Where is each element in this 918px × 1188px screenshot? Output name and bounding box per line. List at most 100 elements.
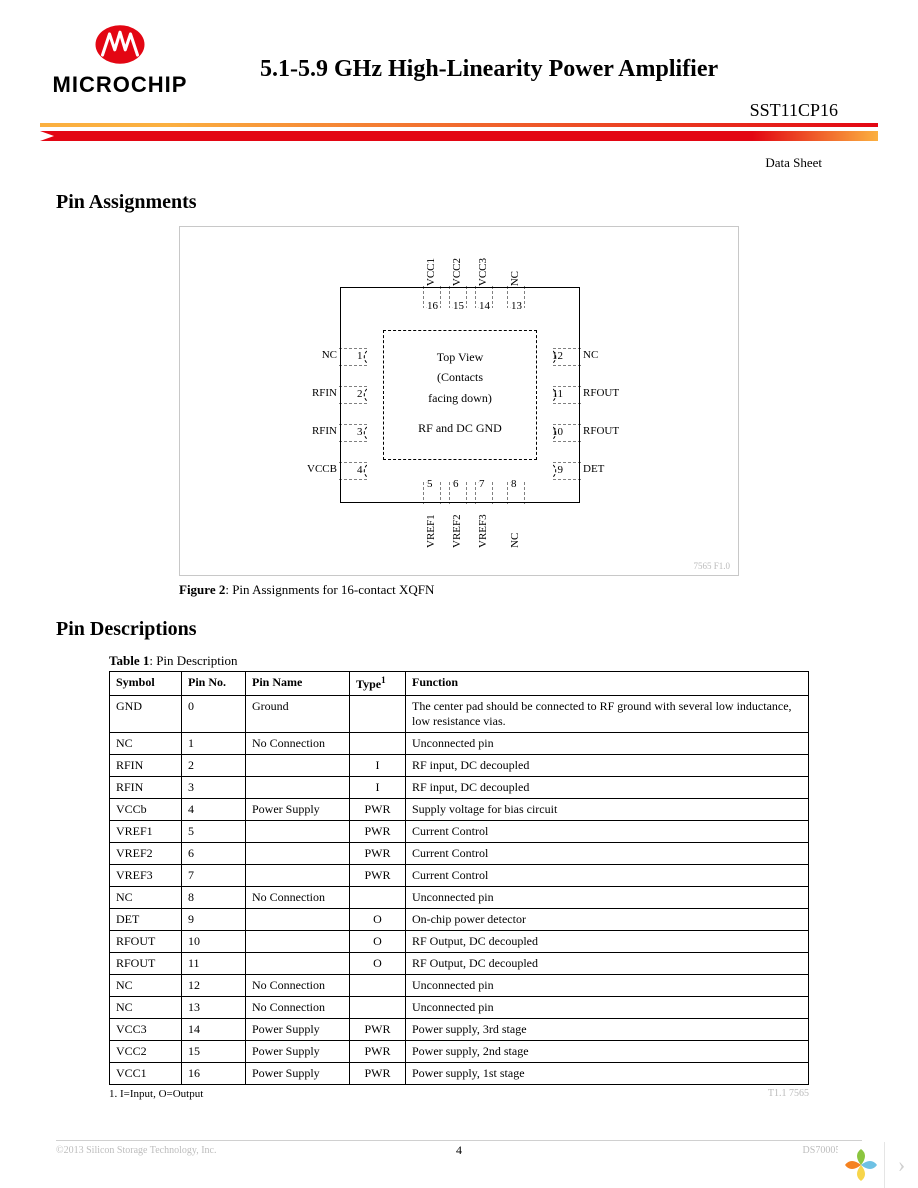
table-cell: DET [110,909,182,931]
section-pin-descriptions: Pin Descriptions Table 1: Pin Descriptio… [0,598,918,1100]
page-footer: ©2013 Silicon Storage Technology, Inc. 4… [0,1140,918,1168]
pin-right-3: 10RFOUT [553,424,581,442]
table-cell: RF Output, DC decoupled [406,931,809,953]
pin-top-2: 15VCC2 [449,286,467,308]
microchip-logo-icon [92,20,148,76]
pin-num: 7 [479,478,485,490]
chip-text-contacts2: facing down) [384,388,536,408]
pin-top-1: 16VCC1 [423,286,441,308]
table-cell [246,777,350,799]
accent-bar-2 [40,131,878,141]
table-cell: PWR [350,865,406,887]
table-cell: VCC3 [110,1019,182,1041]
table-cell: Current Control [406,843,809,865]
table-cell: RFIN [110,777,182,799]
table-row: VCC314Power SupplyPWRPower supply, 3rd s… [110,1019,809,1041]
table-cell: No Connection [246,887,350,909]
chevron-right-icon: › [898,1152,905,1178]
table-cell: 11 [182,953,246,975]
pin-label: RFIN [277,387,337,399]
table-row: VREF26PWRCurrent Control [110,843,809,865]
table-row: NC1No ConnectionUnconnected pin [110,733,809,755]
pin-label: RFOUT [583,425,643,437]
pin-num: 3 [357,426,363,438]
pin-bottom-3: 7VREF3 [475,482,493,504]
viewer-next-button[interactable]: › [884,1142,918,1188]
table-cell: Power Supply [246,1041,350,1063]
accent-bar-1 [40,123,878,127]
table-cell: No Connection [246,733,350,755]
figure-caption-rest: : Pin Assignments for 16-contact XQFN [225,582,434,597]
table-cell: 15 [182,1041,246,1063]
brand-name: MICROCHIP [53,72,188,98]
table-cell [246,821,350,843]
table-cell [350,887,406,909]
table-cell [350,997,406,1019]
doc-title: 5.1-5.9 GHz High-Linearity Power Amplifi… [260,56,718,83]
chip-text-gnd: RF and DC GND [384,418,536,438]
table-cell: No Connection [246,975,350,997]
pin-label: RFIN [277,425,337,437]
table-cell [350,733,406,755]
pin-num: 2 [357,388,363,400]
table-cell: Power Supply [246,1019,350,1041]
table-cell [246,843,350,865]
table-cell: On-chip power detector [406,909,809,931]
table-cell: PWR [350,843,406,865]
chip-text-topview: Top View [384,347,536,367]
table-cell: O [350,953,406,975]
table-cell: 12 [182,975,246,997]
pin-label: NC [277,349,337,361]
pin-bottom-4: 8NC [507,482,525,504]
table-cell: Current Control [406,865,809,887]
table-cell: I [350,755,406,777]
table-row: VREF15PWRCurrent Control [110,821,809,843]
table-cell: Power Supply [246,1063,350,1085]
doc-title-block: 5.1-5.9 GHz High-Linearity Power Amplifi… [260,56,718,83]
table-cell: Power supply, 1st stage [406,1063,809,1085]
table-row: DET9OOn-chip power detector [110,909,809,931]
table-cell [350,696,406,733]
table-row: VCC116Power SupplyPWRPower supply, 1st s… [110,1063,809,1085]
table-cell: PWR [350,821,406,843]
table-row: VREF37PWRCurrent Control [110,865,809,887]
table-cell: 5 [182,821,246,843]
th-type: Type1 [350,672,406,696]
table-cell: 8 [182,887,246,909]
footnote-text: 1. I=Input, O=Output [109,1088,203,1100]
viewer-logo-icon[interactable] [838,1142,884,1188]
table-cell: GND [110,696,182,733]
pin-left-2: 2RFIN [339,386,367,404]
table-cell [246,865,350,887]
table-caption: Table 1: Pin Description [109,653,809,669]
table-cell: 9 [182,909,246,931]
table-cell: PWR [350,1019,406,1041]
pin-descriptions-heading: Pin Descriptions [56,618,862,641]
part-number: SST11CP16 [40,100,838,121]
figure-silicon-note: 7565 F1.0 [693,561,730,571]
table-cell: 6 [182,843,246,865]
table-cell: Power Supply [246,799,350,821]
chip-text-contacts1: (Contacts [384,367,536,387]
pin-assignments-heading: Pin Assignments [56,191,862,214]
section-pin-assignments: Pin Assignments Top View (Contacts facin… [0,171,918,598]
table-cell: RF input, DC decoupled [406,777,809,799]
table-cell: NC [110,887,182,909]
table-cell: 16 [182,1063,246,1085]
table-cell: Unconnected pin [406,997,809,1019]
pin-top-4: 13NC [507,286,525,308]
pin-top-3: 14VCC3 [475,286,493,308]
table-cell: PWR [350,1063,406,1085]
table-row: NC8No Connection Unconnected pin [110,887,809,909]
table-cell: Unconnected pin [406,887,809,909]
table-cell: 10 [182,931,246,953]
pin-right-1: 12NC [553,348,581,366]
pin-num: 8 [511,478,517,490]
table-cell: NC [110,997,182,1019]
pin-num: 16 [427,300,438,312]
pin-right-2: 11RFOUT [553,386,581,404]
table-caption-rest: : Pin Description [149,653,237,668]
table-cell: RF input, DC decoupled [406,755,809,777]
pin-num: 11 [552,388,563,400]
table-cell: O [350,931,406,953]
